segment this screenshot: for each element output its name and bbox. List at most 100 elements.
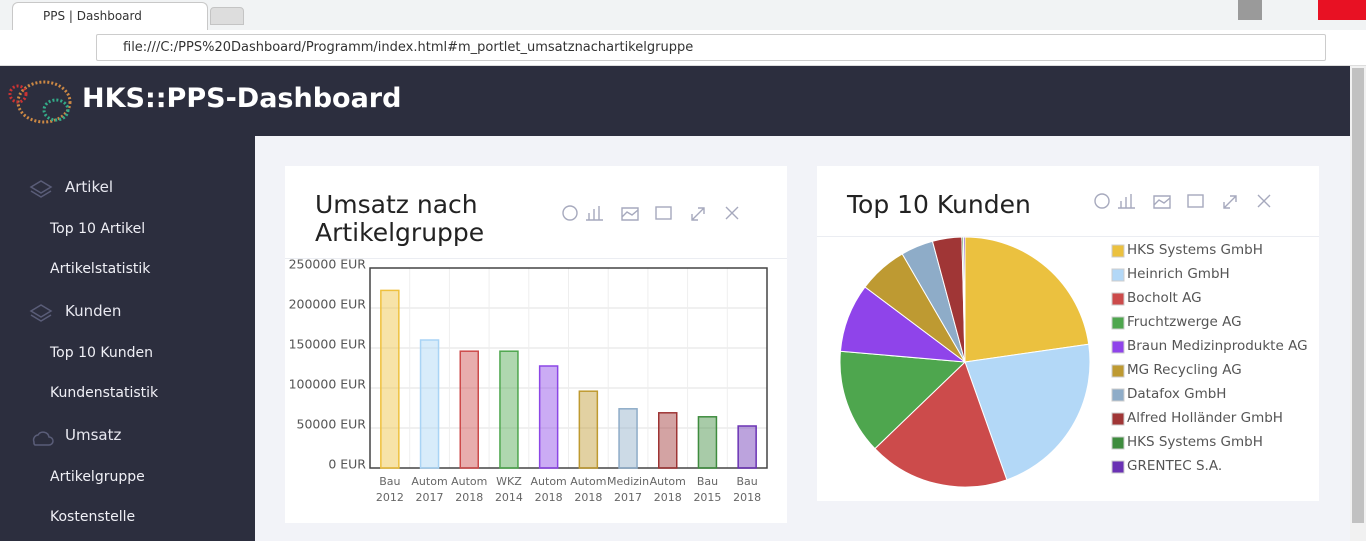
- bar: [499, 350, 519, 469]
- legend-swatch: [1111, 244, 1125, 258]
- x-tick-label: 2014: [495, 491, 523, 504]
- nav-section[interactable]: Kunden: [65, 302, 122, 320]
- icon-area[interactable]: [621, 207, 639, 221]
- y-tick-label: 200000 EUR: [289, 297, 367, 312]
- nav-item[interactable]: Artikelgruppe: [50, 469, 145, 485]
- icon-close[interactable]: [1257, 194, 1271, 208]
- icon-bar[interactable]: [1118, 194, 1135, 209]
- icon-close[interactable]: [725, 206, 739, 220]
- nav-item[interactable]: Kostenstelle: [50, 509, 136, 525]
- bar: [658, 412, 678, 469]
- y-tick-label: 150000 EUR: [289, 337, 367, 352]
- bar: [618, 408, 638, 469]
- legend-label: HKS Systems GmbH: [1127, 434, 1263, 450]
- legend-label: HKS Systems GmbH: [1127, 242, 1263, 258]
- legend-swatch: [1111, 460, 1125, 474]
- x-tick-label: Bau: [737, 475, 758, 488]
- nav-section[interactable]: Artikel: [65, 178, 114, 196]
- y-tick-label: 50000 EUR: [297, 417, 367, 432]
- icon-area[interactable]: [1153, 195, 1171, 209]
- nav-icon: [29, 180, 53, 198]
- nav-icons: [29, 180, 54, 446]
- bar: [538, 365, 559, 469]
- logo-tail: [42, 98, 70, 122]
- x-tick-label: 2018: [574, 491, 602, 504]
- new-tab[interactable]: [210, 7, 244, 25]
- logo-head: [8, 84, 28, 104]
- portlet-title: Top 10 Kunden: [847, 190, 1031, 219]
- nav-item[interactable]: Kundenstatistik: [50, 385, 159, 401]
- x-tick-label: 2015: [693, 491, 721, 504]
- x-tick-label: 2018: [535, 491, 563, 504]
- nav-item[interactable]: Top 10 Kunden: [50, 345, 153, 361]
- x-tick-label: 2018: [654, 491, 682, 504]
- separator: [817, 236, 1319, 237]
- bar: [578, 390, 599, 469]
- legend-label: Bocholt AG: [1127, 290, 1202, 306]
- scrollbar[interactable]: [1350, 66, 1366, 541]
- x-tick-label: Autom: [570, 475, 606, 488]
- pie-slice: [962, 236, 966, 363]
- y-tick-label: 100000 EUR: [289, 377, 367, 392]
- address-bar: file:///C:/PPS%20Dashboard/Programm/inde…: [0, 30, 1366, 66]
- icon-table[interactable]: [655, 206, 672, 220]
- legend-swatch: [1111, 292, 1125, 306]
- y-tick-label: 0 EUR: [328, 457, 366, 472]
- legend-label: MG Recycling AG: [1127, 362, 1242, 378]
- nav-item[interactable]: Artikelstatistik: [50, 261, 151, 277]
- icon-pie[interactable]: [1094, 193, 1110, 209]
- legend-label: Alfred Holländer GmbH: [1127, 410, 1283, 426]
- legend-swatch: [1111, 436, 1125, 450]
- sidebar: Artikel Top 10 Artikel Artikelstatistik …: [0, 136, 255, 541]
- x-tick-label: 2018: [455, 491, 483, 504]
- icon-bar[interactable]: [586, 206, 603, 221]
- nav-icon: [32, 431, 54, 446]
- app-title: HKS::PPS-Dashboard: [82, 83, 402, 114]
- x-tick-label: Autom: [411, 475, 447, 488]
- legend-label: Braun Medizinprodukte AG: [1127, 338, 1308, 354]
- separator: [285, 258, 787, 259]
- close-window[interactable]: [1318, 0, 1366, 20]
- x-tick-label: 2018: [733, 491, 761, 504]
- legend-swatch: [1111, 340, 1125, 354]
- x-tick-label: Autom: [531, 475, 567, 488]
- portlet-title: Umsatz nach Artikelgruppe: [315, 190, 485, 247]
- x-tick-label: 2017: [614, 491, 642, 504]
- x-tick-label: 2012: [376, 491, 404, 504]
- nav-item[interactable]: Top 10 Artikel: [50, 221, 146, 237]
- pie-slice: [964, 236, 1090, 363]
- bar: [380, 289, 400, 469]
- icon-expand[interactable]: [1223, 195, 1237, 209]
- logo: [8, 80, 72, 124]
- profile-button[interactable]: [1238, 0, 1262, 20]
- bar: [737, 425, 757, 469]
- legend-swatch: [1111, 412, 1125, 426]
- plot-frame: [369, 267, 768, 469]
- bar: [459, 350, 479, 469]
- legend-label: Heinrich GmbH: [1127, 266, 1230, 282]
- nav-icon: [29, 304, 53, 322]
- legend-swatch: [1111, 364, 1125, 378]
- x-tick-label: Autom: [650, 475, 686, 488]
- x-tick-label: Autom: [451, 475, 487, 488]
- scroll-thumb[interactable]: [1352, 68, 1364, 523]
- x-tick-label: Bau: [697, 475, 718, 488]
- icon-pie[interactable]: [562, 205, 578, 221]
- pie-slice: [839, 350, 967, 450]
- nav-section[interactable]: Umsatz: [65, 426, 122, 444]
- legend-label: Datafox GmbH: [1127, 386, 1226, 402]
- pie-slice: [874, 361, 1008, 488]
- url-field[interactable]: file:///C:/PPS%20Dashboard/Programm/inde…: [96, 34, 1326, 61]
- browser-tab[interactable]: PPS | Dashboard: [12, 2, 208, 30]
- icon-expand[interactable]: [691, 207, 705, 221]
- icon-table[interactable]: [1187, 194, 1204, 208]
- x-tick-label: WKZ: [496, 475, 522, 488]
- legend-swatch: [1111, 388, 1125, 402]
- bar: [419, 339, 440, 469]
- legend-label: GRENTEC S.A.: [1127, 458, 1222, 474]
- x-tick-label: 2017: [416, 491, 444, 504]
- app-header: HKS::PPS-Dashboard: [0, 66, 1350, 136]
